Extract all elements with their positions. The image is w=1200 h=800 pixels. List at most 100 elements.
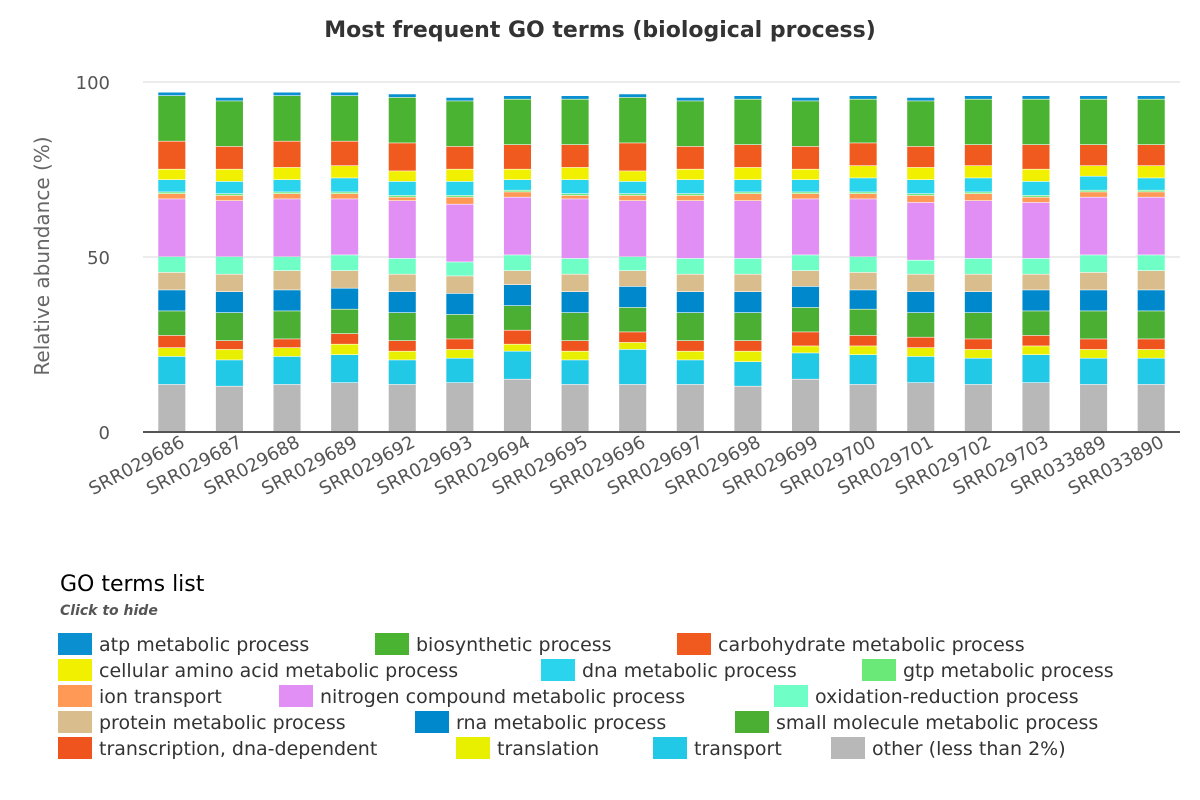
bar-segment bbox=[849, 257, 877, 273]
bar-segment bbox=[561, 258, 589, 274]
bar-segment bbox=[619, 307, 647, 332]
bar-segment bbox=[158, 348, 186, 357]
bar-segment bbox=[331, 199, 359, 255]
bar-stack bbox=[619, 94, 647, 432]
bar-segment bbox=[1080, 358, 1108, 385]
bar-segment bbox=[1137, 339, 1165, 350]
legend-item[interactable]: rna metabolic process bbox=[415, 711, 666, 734]
legend-label: transcription, dna-dependent bbox=[99, 738, 377, 760]
bar-segment bbox=[791, 332, 820, 346]
bar-segment bbox=[676, 180, 704, 194]
legend-label: translation bbox=[497, 738, 599, 760]
bar-segment bbox=[215, 386, 243, 432]
bar-segment bbox=[734, 351, 762, 362]
legend-item[interactable]: small molecule metabolic process bbox=[735, 711, 1098, 734]
legend-item[interactable]: biosynthetic process bbox=[375, 633, 612, 656]
bar-segment bbox=[1137, 255, 1165, 271]
bar-stack bbox=[676, 97, 704, 432]
bar-stack bbox=[734, 96, 762, 432]
bar-segment bbox=[1022, 99, 1050, 145]
legend-label: protein metabolic process bbox=[99, 712, 346, 734]
bar-segment bbox=[158, 180, 186, 192]
bar-segment bbox=[561, 341, 589, 351]
bar-segment bbox=[849, 143, 877, 166]
legend-item[interactable]: ion transport bbox=[58, 685, 222, 708]
bar-segment bbox=[331, 166, 359, 178]
bar-segment bbox=[1022, 355, 1050, 383]
bar-segment bbox=[907, 313, 935, 337]
legend-item[interactable]: oxidation-reduction process bbox=[774, 685, 1079, 708]
bar-segment bbox=[1080, 290, 1108, 311]
bar-segment bbox=[907, 348, 935, 357]
legend-item[interactable]: translation bbox=[456, 737, 599, 760]
bar-segment bbox=[273, 199, 301, 257]
legend-item[interactable]: atp metabolic process bbox=[58, 633, 309, 656]
bar-segment bbox=[849, 199, 877, 257]
bar-segment bbox=[215, 313, 243, 341]
bar-segment bbox=[331, 194, 359, 199]
bar-segment bbox=[791, 379, 820, 432]
bar-segment bbox=[561, 274, 589, 292]
bar-segment bbox=[446, 197, 474, 204]
bar-segment bbox=[1022, 181, 1050, 196]
legend-item[interactable]: other (less than 2%) bbox=[831, 737, 1066, 760]
bar-segment bbox=[791, 353, 820, 379]
bar-segment bbox=[619, 271, 647, 287]
legend-swatch bbox=[375, 633, 409, 655]
bar-segment bbox=[907, 337, 935, 348]
legend-subtitle: Click to hide bbox=[60, 603, 158, 619]
bar-segment bbox=[849, 384, 877, 432]
bar-segment bbox=[734, 201, 762, 259]
bar-segment bbox=[907, 202, 935, 260]
legend-item[interactable]: dna metabolic process bbox=[541, 659, 797, 682]
bar-segment bbox=[849, 178, 877, 192]
bar-segment bbox=[1080, 349, 1108, 358]
bar-segment bbox=[331, 192, 359, 194]
legend-item[interactable]: protein metabolic process bbox=[58, 711, 346, 734]
bar-segment bbox=[907, 167, 935, 180]
legend-item[interactable]: transport bbox=[653, 737, 782, 760]
bar-segment bbox=[619, 286, 647, 308]
bar-segment bbox=[907, 383, 935, 432]
bar-segment bbox=[388, 258, 416, 274]
legend-label: atp metabolic process bbox=[99, 634, 309, 656]
legend-label: ion transport bbox=[99, 686, 222, 708]
grid-lines bbox=[143, 81, 1180, 258]
legend-label: transport bbox=[694, 738, 782, 760]
bar-segment bbox=[388, 201, 416, 259]
bar-segment bbox=[964, 292, 992, 313]
bar-segment bbox=[907, 180, 935, 194]
bar-segment bbox=[215, 274, 243, 292]
bar-segment bbox=[388, 171, 416, 182]
legend-item[interactable]: nitrogen compound metabolic process bbox=[279, 685, 685, 708]
bar-segment bbox=[388, 313, 416, 341]
legend-item[interactable]: cellular amino acid metabolic process bbox=[58, 659, 458, 682]
bar-segment bbox=[676, 101, 704, 147]
bar-segment bbox=[1022, 197, 1050, 203]
legend-item[interactable]: gtp metabolic process bbox=[862, 659, 1114, 682]
bar-segment bbox=[215, 146, 243, 169]
bar-segment bbox=[1022, 96, 1050, 99]
legend: atp metabolic process biosynthetic proces… bbox=[58, 633, 1114, 760]
bar-segment bbox=[849, 96, 877, 99]
bar-segment bbox=[446, 146, 474, 169]
bar-stack bbox=[388, 94, 416, 432]
bar-segment bbox=[676, 169, 704, 180]
bar-segment bbox=[1137, 349, 1165, 358]
bar-segment bbox=[964, 166, 992, 178]
bar-segment bbox=[331, 92, 359, 96]
bar-segment bbox=[561, 167, 589, 180]
legend-item[interactable]: transcription, dna-dependent bbox=[58, 737, 377, 760]
bar-segment bbox=[446, 383, 474, 432]
bar-segment bbox=[1137, 384, 1165, 432]
bar-segment bbox=[1080, 145, 1108, 166]
bar-segment bbox=[1080, 384, 1108, 432]
legend-item[interactable]: carbohydrate metabolic process bbox=[677, 633, 1025, 656]
bar-segment bbox=[1080, 339, 1108, 350]
bar-segment bbox=[676, 146, 704, 169]
bar-segment bbox=[388, 274, 416, 292]
bar-segment bbox=[964, 178, 992, 192]
bar-segment bbox=[388, 351, 416, 360]
legend-swatch bbox=[653, 737, 687, 759]
bar-segment bbox=[907, 274, 935, 292]
